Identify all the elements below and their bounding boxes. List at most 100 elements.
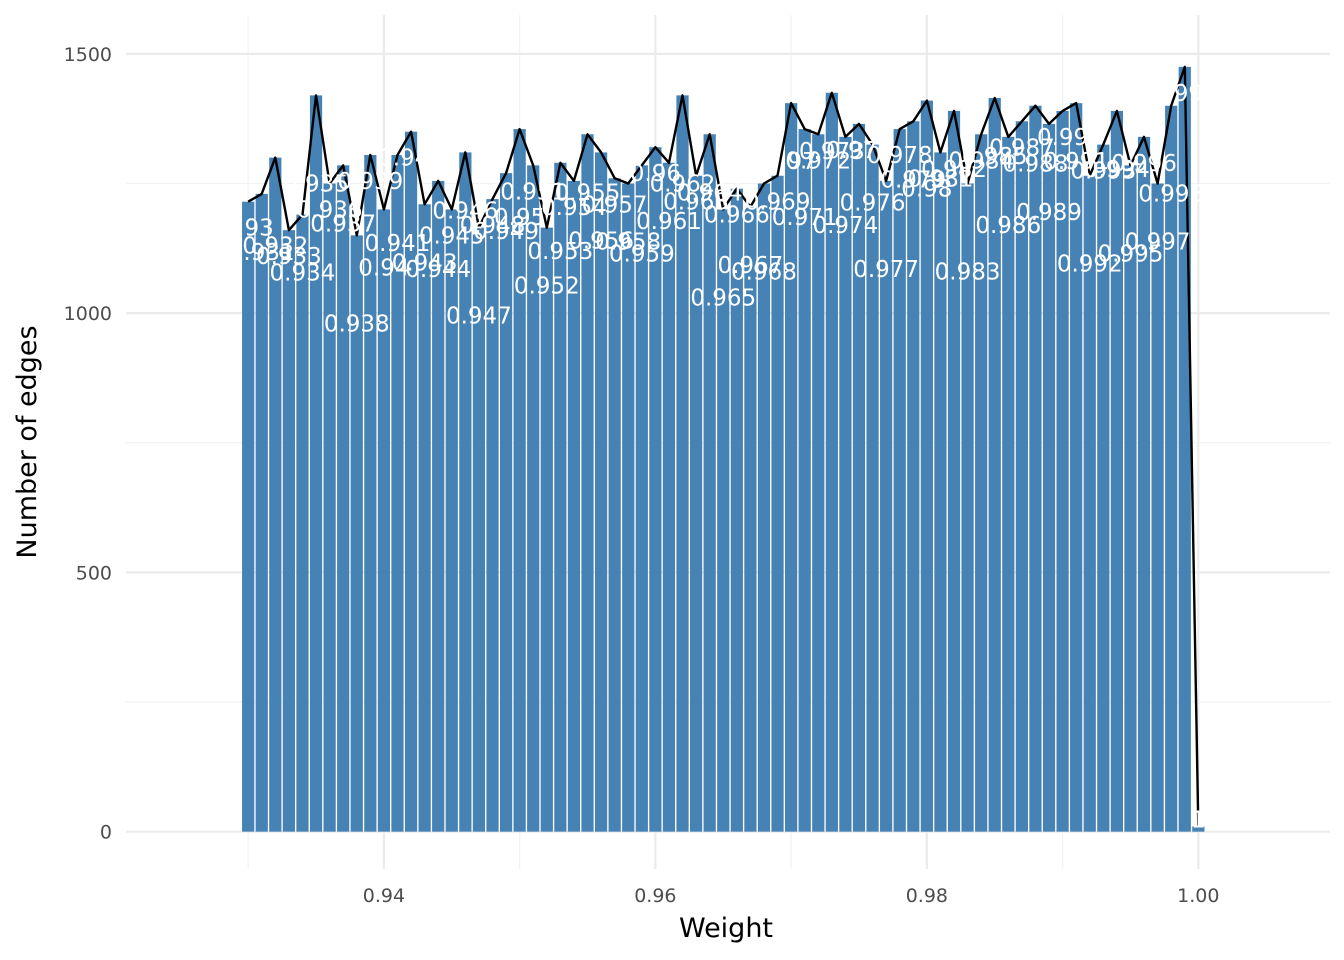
bar-7: [337, 165, 350, 832]
bar-label-23: 0.953: [527, 239, 593, 265]
bar-16: [459, 152, 472, 832]
bar-43: [825, 92, 838, 832]
bar-label-43: 0.973: [799, 139, 865, 165]
x-tick-label-1: 0.96: [634, 885, 676, 907]
bar-label-18: 0.948: [460, 213, 526, 239]
bar-label-53: 0.983: [935, 260, 1001, 286]
bar-label-31: 0.961: [636, 209, 702, 235]
bar-8: [350, 235, 363, 832]
bar-13: [418, 204, 431, 832]
bar-15: [445, 209, 458, 832]
x-tick-label-2: 0.98: [906, 885, 948, 907]
bar-34: [703, 134, 716, 832]
bar-label-34: 0.964: [677, 180, 743, 206]
bar-60: [1056, 110, 1069, 832]
bar-24: [567, 180, 581, 832]
bar-label-10: 0.94: [358, 255, 409, 281]
bar-54: [975, 134, 988, 832]
bar-label-70: 1: [1191, 808, 1206, 834]
bar-68: [1165, 105, 1178, 832]
bar-5: [309, 95, 323, 832]
bar-42: [812, 134, 825, 832]
bar-40: [785, 103, 798, 832]
bar-label-29: 0.959: [609, 241, 675, 267]
bar-label-38: 0.968: [731, 260, 797, 286]
bar-22: [540, 227, 553, 832]
bar-18: [486, 199, 499, 832]
bar-label-67: 0.997: [1125, 230, 1191, 256]
bar-48: [893, 129, 906, 832]
bar-label-16: 0.946: [432, 198, 498, 224]
bar-label-22: 0.952: [514, 274, 580, 300]
bar-label-46: 0.976: [840, 191, 906, 217]
bar-36: [730, 188, 743, 832]
bar-50: [920, 100, 933, 832]
bar-label-8: 0.938: [324, 311, 390, 337]
bar-label-55: 0.985: [962, 144, 1028, 170]
bar-38: [757, 183, 771, 832]
bar-70: [1192, 826, 1205, 832]
bar-label-3: 0.933: [256, 244, 322, 270]
bar-label-41: 0.971: [772, 205, 838, 231]
bar-47: [880, 180, 893, 832]
bar-66: [1137, 136, 1151, 832]
bar-17: [472, 227, 486, 832]
bar-label-26: 0.956: [568, 228, 634, 254]
bar-label-42: 0.972: [785, 148, 851, 174]
bar-14: [432, 180, 445, 832]
bar-1: [255, 193, 268, 832]
bar-6: [323, 183, 336, 832]
bar-label-17: 0.947: [446, 304, 512, 330]
bar-25: [581, 134, 594, 832]
bar-27: [608, 178, 621, 832]
bar-label-11: 0.941: [365, 231, 431, 257]
bar-label-1: 0.931: [229, 240, 295, 266]
bar-label-57: 0.987: [989, 135, 1055, 161]
bar-label-66: 0.996: [1111, 151, 1177, 177]
bar-33: [689, 175, 703, 832]
x-tick-label-0: 0.94: [363, 885, 405, 907]
count-line: [247, 65, 1200, 827]
bar-label-68: 0.998: [1138, 182, 1204, 208]
bar-label-12: 0.942: [378, 146, 444, 172]
bar-label-13: 0.943: [392, 250, 458, 276]
bar-57: [1015, 121, 1028, 832]
bar-label-59: 0.989: [1016, 200, 1082, 226]
bar-label-44: 0.974: [812, 213, 878, 239]
bar-19: [499, 173, 513, 832]
bar-label-64: 0.994: [1084, 157, 1150, 183]
bar-label-21: 0.951: [500, 179, 566, 205]
bar-label-32: 0.962: [650, 171, 716, 197]
bar-label-4: 0.934: [270, 261, 336, 287]
y-tick-label-0: 0: [100, 822, 112, 844]
bar-label-61: 0.991: [1043, 149, 1109, 175]
bar-label-6: 0.936: [297, 198, 363, 224]
bar-label-24: 0.954: [541, 195, 607, 221]
bar-3: [282, 230, 295, 832]
bar-label-9: 0.939: [337, 169, 403, 195]
bar-label-54: 0.984: [948, 148, 1014, 174]
bar-label-39: 0.969: [745, 190, 811, 216]
bar-label-58: 0.988: [1003, 152, 1069, 178]
bar-label-19: 0.949: [473, 219, 539, 245]
x-axis-title: Weight: [679, 913, 773, 944]
bar-label-40: 0.97: [766, 149, 817, 175]
bar-label-37: 0.967: [717, 253, 783, 279]
bar-64: [1110, 110, 1123, 832]
bar-32: [676, 95, 689, 832]
bar-39: [771, 175, 784, 832]
bar-53: [961, 183, 974, 832]
y-tick-label-2: 1000: [64, 303, 112, 325]
bar-label-50: 0.98: [901, 177, 952, 203]
bar-41: [798, 129, 811, 832]
bar-label-7: 0.937: [310, 211, 376, 237]
bar-label-45: 0.975: [826, 138, 892, 164]
x-axis-ticks: 0.94 0.96 0.98 1.00: [363, 885, 1220, 907]
bar-11: [391, 155, 404, 832]
bar-67: [1151, 183, 1164, 832]
y-axis-title: Number of edges: [12, 325, 43, 558]
bar-10: [377, 209, 391, 832]
bar-label-56: 0.986: [975, 213, 1041, 239]
x-tick-label-3: 1.00: [1177, 885, 1219, 907]
bar-45: [852, 123, 866, 832]
